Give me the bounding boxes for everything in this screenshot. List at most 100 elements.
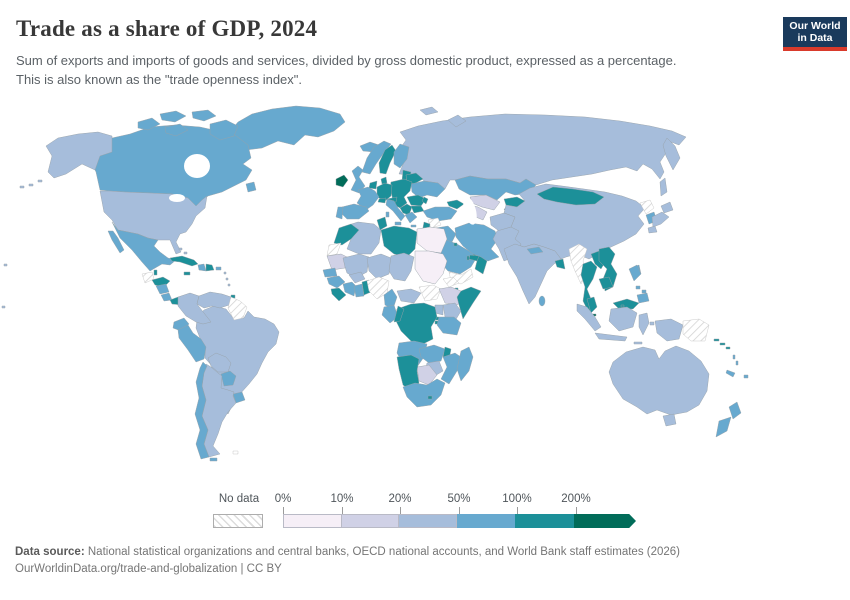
country-canada[interactable] <box>209 119 239 141</box>
country-peru[interactable] <box>177 324 207 363</box>
country-sri-lanka[interactable] <box>538 295 546 307</box>
country-colombia[interactable] <box>177 292 212 325</box>
country-egypt[interactable] <box>416 226 448 254</box>
country-italy[interactable] <box>385 211 390 218</box>
country-kuwait[interactable] <box>453 242 458 247</box>
country-vanuatu[interactable] <box>732 354 736 360</box>
country-tasmania[interactable] <box>662 413 677 427</box>
country-cameroon[interactable] <box>383 288 398 310</box>
country-cuba[interactable] <box>169 255 199 267</box>
country-ghana[interactable] <box>353 283 365 298</box>
country-portugal[interactable] <box>335 206 344 220</box>
country-namibia[interactable] <box>396 354 420 392</box>
country-philippines[interactable] <box>636 292 650 304</box>
country-ireland[interactable] <box>335 174 349 188</box>
country-lesser-antilles[interactable] <box>223 271 227 275</box>
country-indonesia[interactable] <box>638 312 650 336</box>
owid-logo[interactable]: Our World in Data <box>783 17 847 51</box>
country-belize[interactable] <box>153 269 158 276</box>
country-eritrea[interactable] <box>442 276 460 288</box>
country-bangladesh[interactable] <box>554 258 566 270</box>
country-morocco[interactable] <box>333 223 360 246</box>
country-cambodia[interactable] <box>598 276 614 290</box>
country-papua-new-guinea[interactable] <box>682 318 710 342</box>
country-uk[interactable] <box>350 165 366 194</box>
country-nicaragua[interactable] <box>155 283 170 295</box>
country-indonesia[interactable] <box>594 332 628 342</box>
country-new-caledonia[interactable] <box>725 369 736 378</box>
country-indonesia[interactable] <box>608 306 638 332</box>
country-central-african-republic[interactable] <box>396 288 422 304</box>
country-bulgaria[interactable] <box>410 205 425 214</box>
country-paraguay[interactable] <box>220 370 237 387</box>
country-congo[interactable] <box>393 305 405 323</box>
country-north-korea[interactable] <box>639 199 655 215</box>
country-new-zealand[interactable] <box>728 401 742 420</box>
country-russia[interactable] <box>447 114 467 128</box>
country-india[interactable] <box>503 243 562 305</box>
legend-bin-50-100[interactable] <box>457 514 515 528</box>
country-south-africa[interactable] <box>402 378 446 408</box>
country-switzerland[interactable] <box>377 197 387 204</box>
country-balkans[interactable] <box>399 203 413 216</box>
country-france[interactable] <box>356 186 380 211</box>
country-ukraine[interactable] <box>410 180 446 199</box>
owid-url-link[interactable]: OurWorldinData.org/trade-and-globalizati… <box>15 563 238 575</box>
country-jamaica[interactable] <box>183 271 191 276</box>
legend-bin-20-50[interactable] <box>398 514 457 528</box>
country-usa[interactable] <box>3 263 8 267</box>
country-russia[interactable] <box>398 113 687 190</box>
country-vanuatu[interactable] <box>735 360 739 366</box>
country-usa[interactable] <box>1 305 6 309</box>
country-sweden[interactable] <box>378 144 397 175</box>
country-mongolia[interactable] <box>536 186 605 206</box>
country-mozambique[interactable] <box>440 352 465 385</box>
country-russia[interactable] <box>659 177 668 197</box>
country-japan[interactable] <box>660 201 674 214</box>
country-usa[interactable] <box>28 183 34 187</box>
country-denmark[interactable] <box>380 176 388 185</box>
country-libya[interactable] <box>380 225 418 258</box>
country-indonesia[interactable] <box>649 321 655 326</box>
country-svalbard[interactable] <box>419 106 439 116</box>
country-uae[interactable] <box>468 254 480 262</box>
country-romania[interactable] <box>406 194 427 207</box>
country-bolivia[interactable] <box>207 352 232 373</box>
country-japan[interactable] <box>651 211 670 228</box>
country-somalia[interactable] <box>456 286 482 320</box>
country-qatar[interactable] <box>466 255 470 261</box>
country-south-sudan[interactable] <box>418 284 442 302</box>
license-link[interactable]: CC BY <box>246 563 282 575</box>
country-guinea[interactable] <box>326 275 346 289</box>
country-dominican-republic[interactable] <box>205 263 215 272</box>
country-lesser-antilles[interactable] <box>227 283 231 287</box>
country-norway[interactable] <box>361 140 392 175</box>
country-philippines[interactable] <box>628 264 642 282</box>
country-greenland[interactable] <box>227 105 346 151</box>
country-brunei[interactable] <box>620 304 625 308</box>
country-indonesia[interactable] <box>633 341 643 345</box>
country-western-sahara[interactable] <box>326 242 342 257</box>
country-finland[interactable] <box>393 143 410 169</box>
country-madagascar[interactable] <box>456 346 474 382</box>
country-canada[interactable] <box>137 117 161 131</box>
country-burkina-faso[interactable] <box>348 271 366 284</box>
country-nepal[interactable] <box>526 246 544 255</box>
country-venezuela[interactable] <box>196 291 232 309</box>
country-usa[interactable] <box>45 131 113 179</box>
legend-bin-10-20[interactable] <box>341 514 399 528</box>
country-indonesia[interactable] <box>654 318 684 342</box>
country-canada[interactable] <box>164 123 189 137</box>
country-moldova[interactable] <box>421 196 429 205</box>
country-sierra-leone-liberia[interactable] <box>330 287 347 302</box>
country-bahamas[interactable] <box>183 251 188 255</box>
country-new-zealand[interactable] <box>715 416 732 438</box>
country-turkey[interactable] <box>422 206 458 222</box>
country-mexico[interactable] <box>107 230 125 254</box>
country-chile[interactable] <box>209 457 218 462</box>
country-senegal[interactable] <box>322 267 338 278</box>
country-sudan[interactable] <box>414 250 448 285</box>
country-haiti[interactable] <box>197 263 207 272</box>
country-guyanas[interactable] <box>227 296 248 321</box>
country-caucasus[interactable] <box>446 199 465 210</box>
